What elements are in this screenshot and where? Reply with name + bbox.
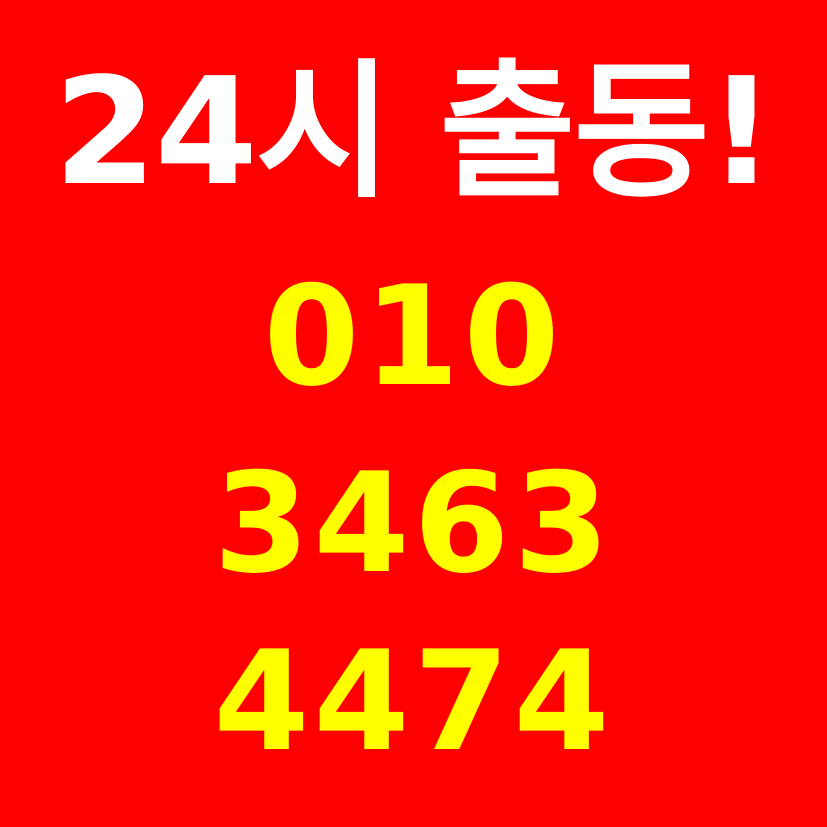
phone-number-part-3: 4474 [213,621,614,782]
phone-number-part-2: 3463 [213,443,614,604]
headline-text: 24시 출동! [53,46,775,218]
phone-number-part-1: 010 [263,256,564,417]
